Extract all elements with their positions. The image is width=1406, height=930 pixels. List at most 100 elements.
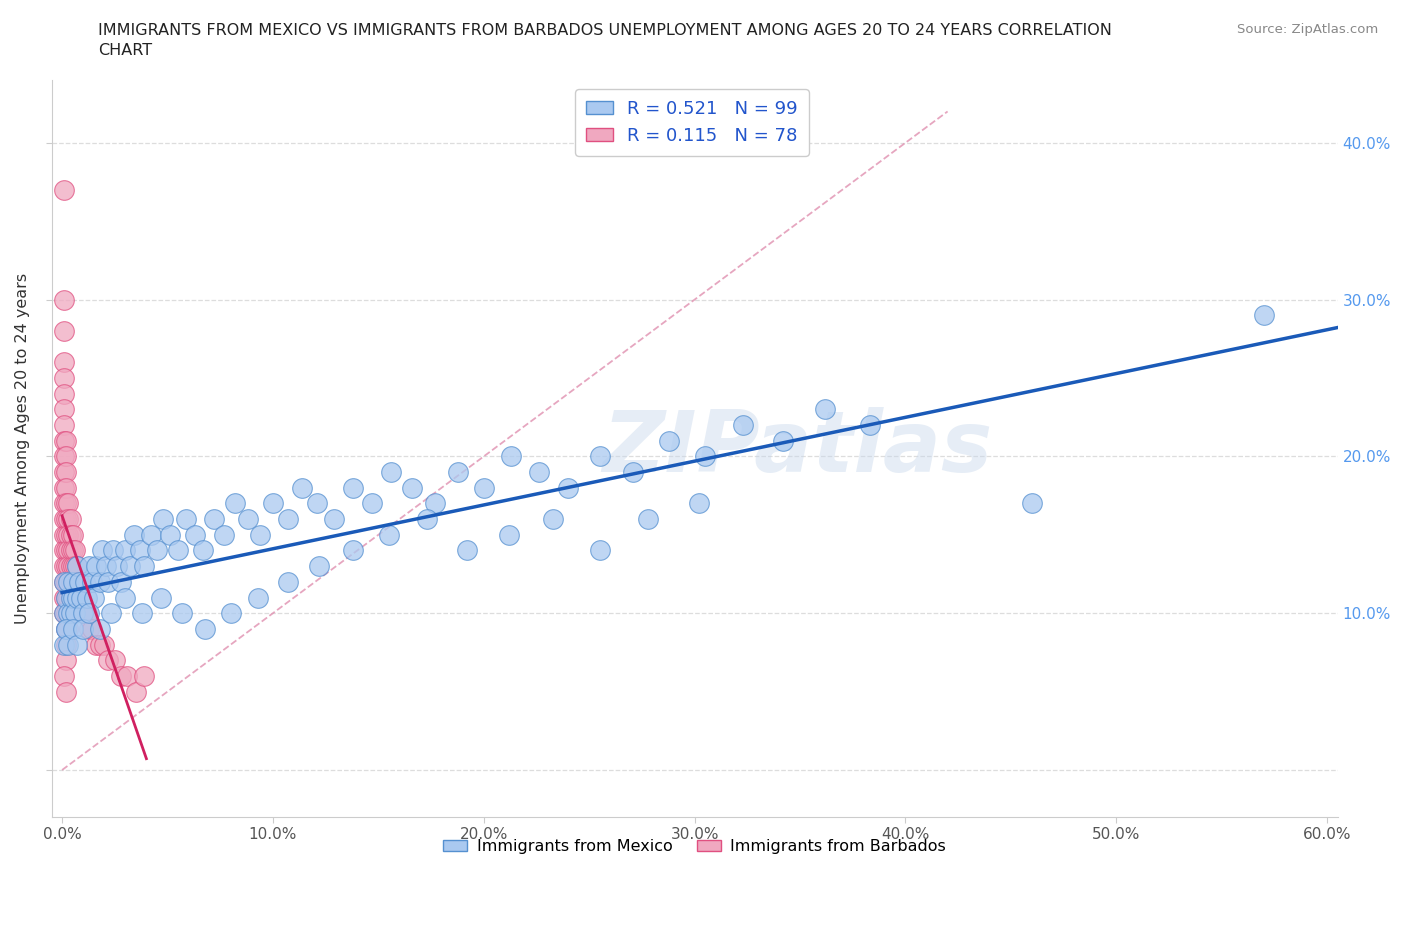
Point — [131, 605, 153, 620]
Point — [55, 621, 77, 636]
Point — [184, 527, 207, 542]
Point — [55, 605, 77, 620]
Point — [623, 465, 645, 480]
Point — [53, 182, 76, 197]
Point — [307, 496, 329, 511]
Point — [172, 605, 194, 620]
Point — [122, 527, 145, 542]
Point — [472, 480, 495, 495]
Point — [93, 637, 115, 652]
Point — [89, 621, 111, 636]
Point — [53, 543, 76, 558]
Point — [637, 512, 659, 526]
Point — [53, 480, 76, 495]
Point — [53, 402, 76, 417]
Point — [53, 637, 76, 652]
Point — [79, 621, 101, 636]
Point — [75, 575, 97, 590]
Point — [53, 605, 76, 620]
Point — [194, 621, 217, 636]
Point — [58, 543, 80, 558]
Point — [58, 575, 80, 590]
Point — [214, 527, 236, 542]
Point — [110, 669, 132, 684]
Point — [55, 591, 77, 605]
Point — [58, 637, 80, 652]
Point — [53, 527, 76, 542]
Point — [55, 496, 77, 511]
Point — [105, 559, 128, 574]
Point — [96, 559, 118, 574]
Point — [688, 496, 710, 511]
Point — [104, 653, 127, 668]
Point — [59, 605, 82, 620]
Point — [63, 605, 86, 620]
Point — [53, 512, 76, 526]
Point — [53, 591, 76, 605]
Point — [53, 292, 76, 307]
Point — [53, 386, 76, 401]
Point — [66, 559, 89, 574]
Point — [53, 324, 76, 339]
Point — [378, 527, 401, 542]
Point — [146, 543, 169, 558]
Point — [342, 480, 364, 495]
Point — [59, 591, 82, 605]
Point — [236, 512, 259, 526]
Point — [416, 512, 439, 526]
Point — [176, 512, 198, 526]
Point — [70, 591, 93, 605]
Point — [117, 669, 139, 684]
Point — [114, 591, 136, 605]
Point — [401, 480, 423, 495]
Point — [114, 543, 136, 558]
Point — [308, 559, 330, 574]
Point — [53, 465, 76, 480]
Point — [58, 496, 80, 511]
Point — [159, 527, 181, 542]
Point — [277, 575, 299, 590]
Point — [79, 605, 101, 620]
Point — [75, 605, 97, 620]
Point — [62, 575, 84, 590]
Point — [66, 591, 89, 605]
Point — [55, 433, 77, 448]
Point — [70, 591, 93, 605]
Point — [62, 591, 84, 605]
Point — [249, 527, 271, 542]
Point — [72, 605, 94, 620]
Point — [84, 559, 107, 574]
Point — [498, 527, 520, 542]
Point — [83, 591, 105, 605]
Point — [53, 559, 76, 574]
Point — [527, 465, 550, 480]
Point — [55, 449, 77, 464]
Point — [134, 669, 156, 684]
Point — [62, 575, 84, 590]
Point — [72, 621, 94, 636]
Point — [55, 575, 77, 590]
Point — [342, 543, 364, 558]
Point — [84, 637, 107, 652]
Point — [58, 605, 80, 620]
Point — [53, 669, 76, 684]
Point — [53, 433, 76, 448]
Point — [110, 575, 132, 590]
Point — [53, 370, 76, 385]
Point — [89, 637, 111, 652]
Point — [79, 559, 101, 574]
Point — [66, 637, 89, 652]
Point — [59, 527, 82, 542]
Point — [63, 559, 86, 574]
Point — [55, 653, 77, 668]
Point — [58, 605, 80, 620]
Point — [1021, 496, 1043, 511]
Text: Source: ZipAtlas.com: Source: ZipAtlas.com — [1237, 23, 1378, 36]
Point — [58, 575, 80, 590]
Y-axis label: Unemployment Among Ages 20 to 24 years: Unemployment Among Ages 20 to 24 years — [15, 273, 30, 624]
Point — [53, 496, 76, 511]
Point — [62, 543, 84, 558]
Point — [134, 559, 156, 574]
Point — [224, 496, 246, 511]
Point — [55, 621, 77, 636]
